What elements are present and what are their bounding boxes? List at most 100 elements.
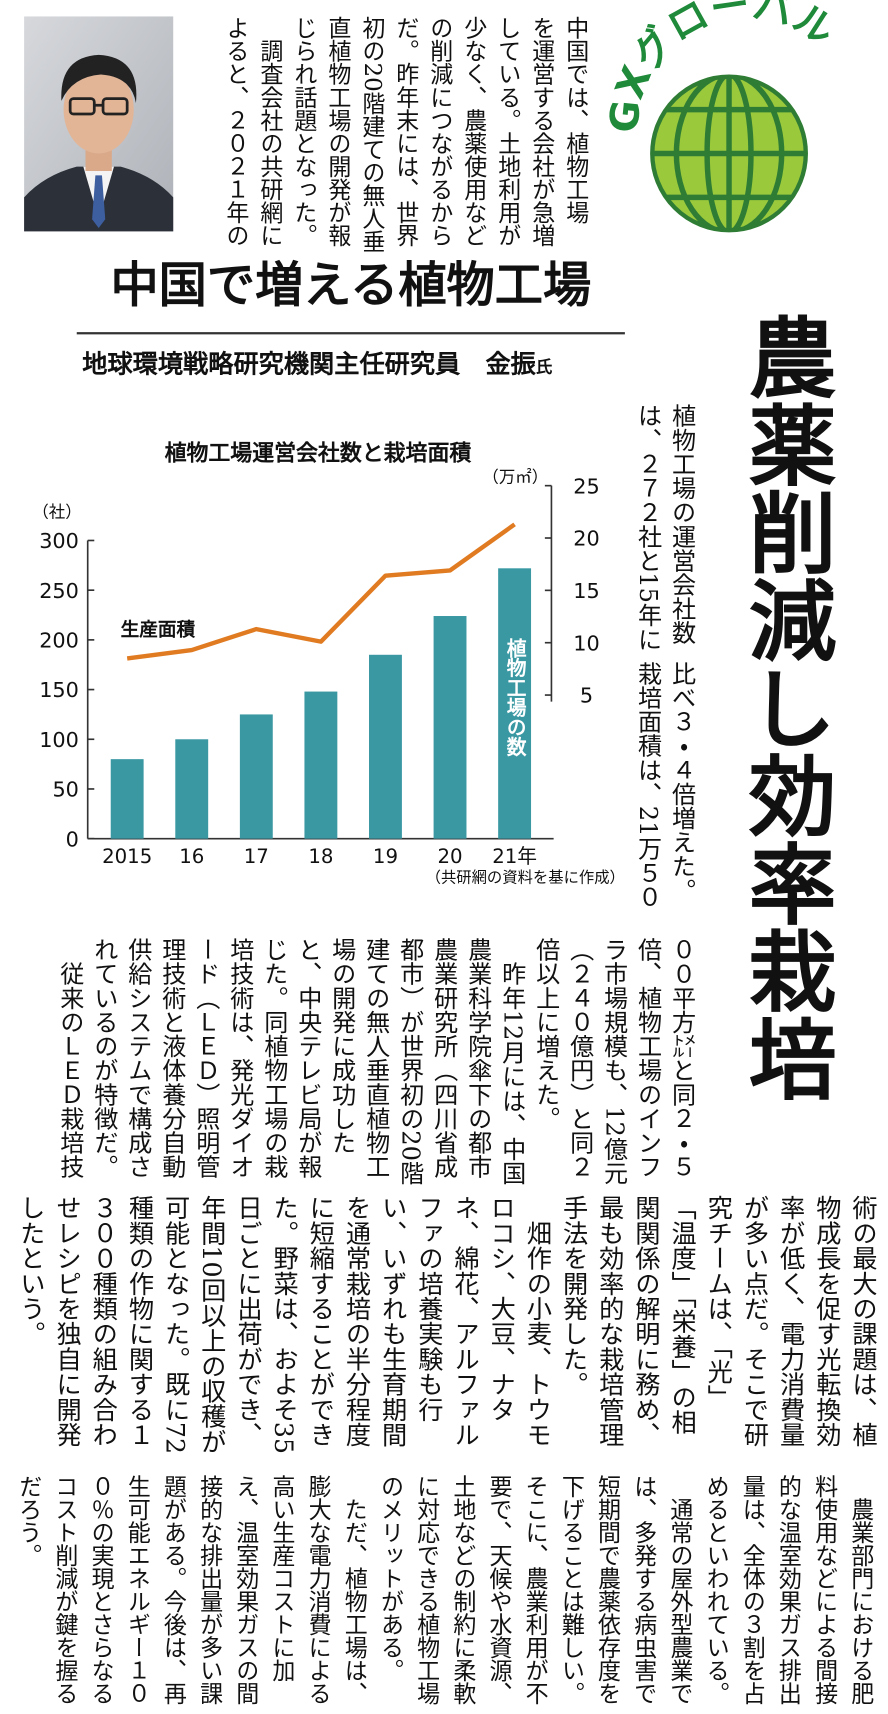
text-line: せレシピを独自に開発 [51, 1194, 81, 1448]
text-line: ただ、植物工場は、 [342, 1474, 369, 1705]
byline: 地球環境戦略研究機関主任研究員 金振氏 [82, 350, 553, 379]
text-line: 調査会社の共研網に [257, 16, 284, 247]
text-line: に短縮することができ [304, 1194, 334, 1448]
x-tick-label: 20 [437, 845, 462, 868]
y2-unit: （万㎡） [482, 467, 548, 486]
text-line: 可能となった。既に72 [160, 1194, 189, 1455]
x-tick-label: 16 [179, 845, 204, 868]
series-label: 生産面積 [121, 619, 196, 641]
y2-tick-label: 25 [573, 474, 599, 498]
body-text: ００平方㍍と同２・５ 倍、植物工場のインフ ラ市場規模も、12億元 （２４０億円）と同… [52, 937, 699, 1200]
text-line: 率が低く、電力消費量 [775, 1194, 804, 1448]
text-line: は、多発する病虫害で [631, 1474, 658, 1705]
lead-text: 比べ３・４倍増えた。 栽培面積は、21万５０ [630, 661, 698, 915]
text-line: と、中央テレビ局が報 [293, 937, 322, 1179]
text-line: 培技術は、発光ダイオ [225, 937, 254, 1179]
text-line: 量は、全体の３割を占 [740, 1474, 767, 1705]
text-line: のメリットがある。 [378, 1474, 405, 1682]
x-tick-label: 2015 [102, 845, 152, 868]
text-line: ラ市場規模も、12億元 [599, 937, 628, 1186]
text-line: 供給システムで構成さ [123, 937, 152, 1179]
text-line: めるといわれている。 [703, 1474, 731, 1705]
y-tick-label: 0 [66, 827, 79, 851]
text-line: ファの培養実験も行 [413, 1194, 442, 1422]
text-line: 高い生産コストに加 [269, 1474, 297, 1682]
text-line: ３００種類の組み合わ [87, 1194, 117, 1448]
text-line: 膨大な電力消費による [305, 1474, 333, 1705]
x-tick-label: 18 [308, 845, 333, 868]
y-tick-label: 250 [39, 579, 79, 603]
line [126, 522, 516, 661]
text-line: 接的な排出量が多い課 [197, 1474, 224, 1705]
text-line: だ。昨年末には、世界 [393, 16, 420, 247]
text-line: ０％の実現とさらなる [88, 1474, 116, 1705]
text-line: 建ての無人垂直植物工 [361, 937, 390, 1179]
text-line: 術の最大の課題は、植 [847, 1194, 876, 1448]
text-line: 植物工場の運営会社数 [667, 403, 696, 645]
text-line: だろう。 [16, 1474, 43, 1567]
y-tick-label: 200 [39, 629, 79, 653]
text-line: を通常栽培の半分程度 [340, 1194, 370, 1448]
text-line: している。土地利用が [495, 16, 522, 247]
text-line: ード（ＬＥＤ）照明管 [191, 937, 220, 1179]
text-line: 直植物工場の開発が報 [325, 16, 352, 247]
x-tick-label: 17 [244, 845, 269, 868]
text-line: 昨年12月には、中国 [497, 937, 526, 1186]
body-text: 農業部門における肥 料使用などによる間接 的な温室効果ガス排出 量は、全体の３割を占め… [11, 1475, 879, 1712]
main-headline: 農薬削減し効率栽培 [734, 312, 838, 1102]
series-label: 植物工場の数 [503, 637, 527, 757]
text-line: ロコシ、大豆、ナタ [485, 1194, 515, 1422]
y2-tick-label: 20 [573, 527, 599, 551]
bar [433, 616, 467, 839]
text-line: 比べ３・４倍増えた。 [667, 661, 696, 903]
intro-text: 中国では、植物工場 を運営する会社が急増 している。土地利用が 少なく、農薬使用などの… [217, 16, 593, 252]
text-line: 要で、天候や水資源、 [486, 1474, 514, 1705]
y-tick-label: 100 [39, 728, 79, 752]
text-line: を運営する会社が急増 [529, 16, 556, 247]
portrait-photo [24, 16, 174, 232]
text-line: 料使用などによる間接 [812, 1474, 839, 1705]
text-line: じられ話題となった。 [291, 16, 318, 247]
text-line: の削減につながるから [427, 16, 454, 247]
byline-suffix: 氏 [536, 358, 553, 377]
text-line: 下げることは難しい。 [559, 1474, 586, 1705]
text-line: よると、２０２１年の [223, 16, 250, 247]
bar [369, 654, 402, 839]
text-line: は、２７２社と15年に [633, 403, 662, 652]
byline-name: 地球環境戦略研究機関主任研究員 金振 [82, 350, 536, 379]
x-tick-label: 21年 [492, 845, 537, 868]
logo: GXグローバル [600, 0, 844, 233]
y2-tick-label: 5 [580, 684, 593, 708]
text-line: 日ごとに出荷ができ、 [232, 1194, 261, 1448]
text-line: コスト削減が鍵を握る [52, 1474, 79, 1705]
text-line: 倍、植物工場のインフ [633, 937, 662, 1179]
text-line: 畑作の小麦、トウモ [521, 1194, 551, 1448]
text-line: 倍以上に増えた。 [531, 937, 560, 1131]
text-line: 初の20階建ての無人垂 [359, 16, 386, 253]
text-line: え、温室効果ガスの間 [233, 1474, 260, 1705]
text-line: 場の開発に成功した [327, 937, 356, 1155]
text-line: い、いずれも生育期間 [377, 1194, 406, 1448]
text-line: 少なく、農薬使用など [461, 16, 488, 247]
chart-source: （共研網の資料を基に作成） [426, 869, 625, 887]
text-line: 理技術と液体養分自動 [157, 937, 186, 1179]
text-line: 題がある。今後は、再 [161, 1474, 188, 1705]
text-line: 最も効率的な栽培管理 [594, 1194, 623, 1448]
text-line: 手法を開発した。 [558, 1194, 587, 1397]
text-line: 農業研究所（四川省成 [429, 937, 458, 1179]
headline: 中国で増える植物工場 [110, 257, 591, 313]
text-line: た。野菜は、およそ35 [268, 1194, 298, 1455]
text-line: ネ、綿花、アルファル [449, 1194, 478, 1448]
text-line: 中国では、植物工場 [563, 16, 590, 224]
text-line: 関関係の解明に務め、 [630, 1194, 659, 1448]
text-line: 究チームは、「光」 [702, 1194, 732, 1410]
text-line: 農業科学院傘下の都市 [463, 937, 492, 1179]
text-line: 都市）が世界初の20階 [395, 937, 424, 1186]
text-line: 種類の作物に関する１ [123, 1194, 153, 1448]
text-line: そこに、農業利用が不 [522, 1474, 550, 1705]
bar [175, 739, 209, 839]
chart-title: 植物工場運営会社数と栽培面積 [165, 440, 472, 466]
text-line: 短期間で農薬依存度を [595, 1474, 622, 1705]
